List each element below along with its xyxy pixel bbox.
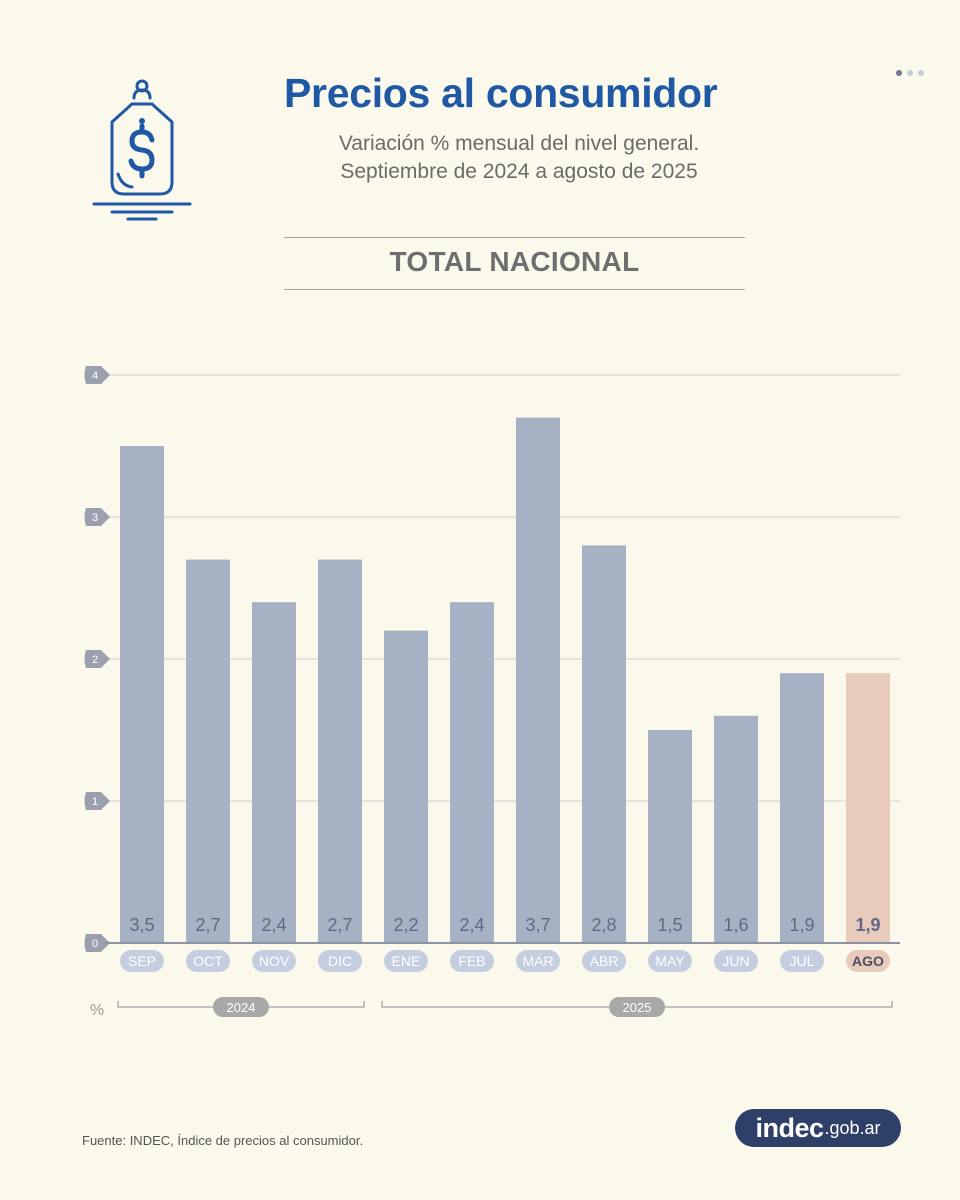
bar — [846, 673, 890, 943]
data-label: 2,8 — [591, 915, 616, 935]
y-tick-label: 2 — [92, 654, 98, 666]
year-pill — [609, 997, 665, 1017]
category-pill — [846, 950, 890, 972]
data-label: 3,7 — [525, 915, 550, 935]
section-divider-bottom — [284, 289, 745, 290]
category-pill — [120, 950, 164, 972]
data-label: 2,4 — [261, 915, 286, 935]
bar — [714, 715, 758, 943]
source-note: Fuente: INDEC, Índice de precios al cons… — [82, 1133, 364, 1148]
category-label: ABR — [590, 953, 619, 969]
data-label: 2,4 — [459, 915, 484, 935]
carousel-dots[interactable] — [896, 70, 924, 76]
category-label: FEB — [458, 953, 485, 969]
y-tick-label: 4 — [92, 370, 98, 382]
y-tick-marker — [84, 508, 110, 526]
category-pill — [714, 950, 758, 972]
category-pill — [780, 950, 824, 972]
data-label: 2,7 — [195, 915, 220, 935]
y-tick-marker — [84, 934, 110, 952]
indec-logo[interactable]: indec .gob.ar — [735, 1109, 901, 1147]
y-tick-marker — [84, 650, 110, 668]
bar — [516, 417, 560, 944]
bar — [384, 630, 428, 943]
category-label: MAY — [655, 953, 685, 969]
data-label: 2,7 — [327, 915, 352, 935]
data-label: 1,6 — [723, 915, 748, 935]
category-pill — [318, 950, 362, 972]
bar — [648, 730, 692, 943]
bar — [120, 446, 164, 943]
category-label: JUN — [722, 953, 749, 969]
bar-chart: 0 1 2 3 4 3,5 2,7 2,4 2,7 2,2 2,4 3,7 2,8 1,5 1,6 1,9 1,… — [84, 366, 900, 1019]
subtitle-line: Septiembre de 2024 a agosto de 2025 — [340, 160, 698, 183]
category-label: ENE — [392, 953, 421, 969]
category-pill — [186, 950, 230, 972]
data-label: 3,5 — [129, 915, 154, 935]
page-subtitle: Variación % mensual del nivel general. S… — [284, 130, 754, 186]
bar — [780, 673, 824, 943]
bar — [252, 602, 296, 943]
category-pill — [582, 950, 626, 972]
category-label: MAR — [522, 953, 553, 969]
section-title: TOTAL NACIONAL — [389, 246, 640, 277]
year-pill — [213, 997, 269, 1017]
y-unit-label: % — [90, 1002, 104, 1019]
category-pill — [252, 950, 296, 972]
bar — [186, 559, 230, 943]
data-label: 1,5 — [657, 915, 682, 935]
y-tick-marker — [84, 792, 110, 810]
y-tick-label: 1 — [92, 796, 98, 808]
carousel-dot[interactable] — [896, 70, 902, 76]
category-pill — [450, 950, 494, 972]
bar — [318, 559, 362, 943]
category-label: SEP — [128, 953, 156, 969]
data-label: 1,9 — [789, 915, 814, 935]
bar — [450, 602, 494, 943]
y-tick-label: 3 — [92, 512, 98, 524]
category-label: OCT — [193, 953, 223, 969]
carousel-dot[interactable] — [918, 70, 924, 76]
category-label: JUL — [790, 953, 815, 969]
y-tick-label: 0 — [92, 938, 98, 950]
category-pill — [648, 950, 692, 972]
category-label: DIC — [328, 953, 352, 969]
y-tick-marker — [84, 366, 110, 384]
year-label: 2025 — [623, 1000, 652, 1015]
year-label: 2024 — [227, 1000, 256, 1015]
data-label: 2,2 — [393, 915, 418, 935]
data-label: 1,9 — [855, 915, 880, 935]
category-pill — [384, 950, 428, 972]
category-label: AGO — [852, 953, 884, 969]
logo-domain: .gob.ar — [824, 1117, 881, 1138]
subtitle-line: Variación % mensual del nivel general. — [338, 132, 700, 155]
carousel-dot[interactable] — [907, 70, 913, 76]
bar — [582, 545, 626, 943]
section-divider-top — [284, 237, 745, 238]
price-tag-dollar-icon — [92, 79, 192, 221]
page-title: Precios al consumidor — [284, 70, 718, 116]
logo-main: indec — [755, 1112, 824, 1143]
category-pill — [516, 950, 560, 972]
category-label: NOV — [259, 953, 290, 969]
